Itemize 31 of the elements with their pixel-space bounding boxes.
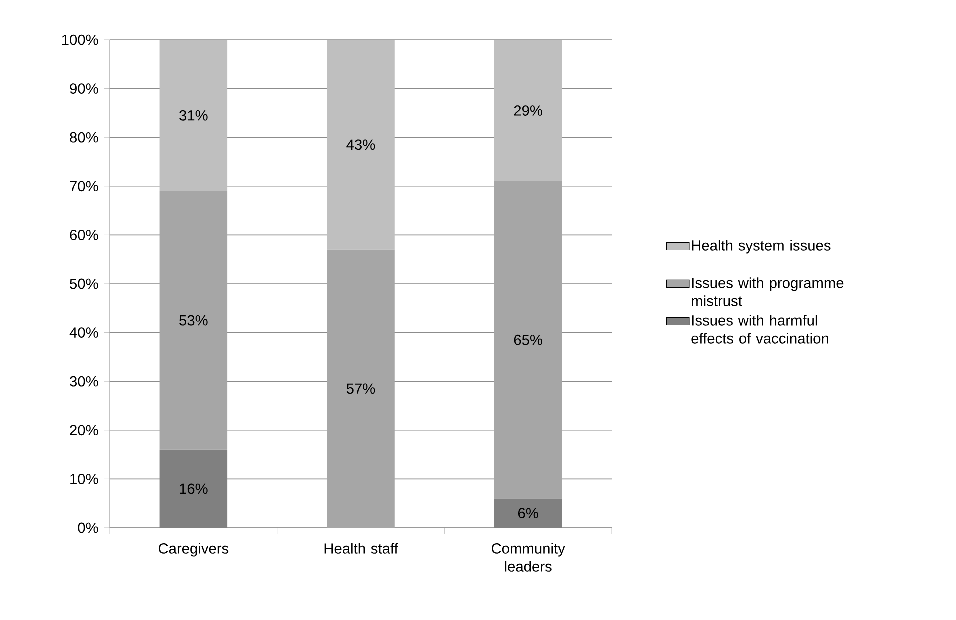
x-tick-label: Community leaders <box>492 543 566 572</box>
y-tick-label: 70% <box>70 181 98 192</box>
data-label: 57% <box>346 384 376 394</box>
bar <box>160 191 228 450</box>
bar <box>494 40 562 182</box>
y-tick-label: 40% <box>70 328 98 338</box>
data-label: 29% <box>514 106 542 116</box>
bar <box>327 250 395 528</box>
data-label: 31% <box>180 110 208 121</box>
x-tick-label: Caregivers <box>158 543 229 557</box>
y-tick-label: 60% <box>70 230 98 240</box>
y-tick-label: 50% <box>70 278 98 290</box>
y-tick-label: 30% <box>70 376 98 387</box>
y-tick-label: 20% <box>70 425 98 436</box>
data-label: 43% <box>346 140 376 150</box>
y-tick-label: 100% <box>62 34 98 46</box>
data-label: 65% <box>514 334 542 346</box>
data-label: 16% <box>180 484 208 494</box>
y-tick-label: 80% <box>70 132 98 143</box>
bar <box>494 182 562 499</box>
data-label: 6% <box>518 508 538 519</box>
bar <box>327 40 395 250</box>
bar <box>160 40 228 192</box>
data-label: 53% <box>180 315 208 326</box>
y-tick-label: 10% <box>70 474 98 484</box>
x-tick-label: Health staff <box>324 543 398 554</box>
legend-label: Health system issues <box>692 240 831 254</box>
legend-label: Issues with programme mistrust <box>692 278 844 306</box>
y-tick-label: 90% <box>70 84 98 94</box>
legend-label: Issues with harmful effects of vaccination <box>692 315 828 344</box>
y-tick-label: 0% <box>78 522 98 534</box>
